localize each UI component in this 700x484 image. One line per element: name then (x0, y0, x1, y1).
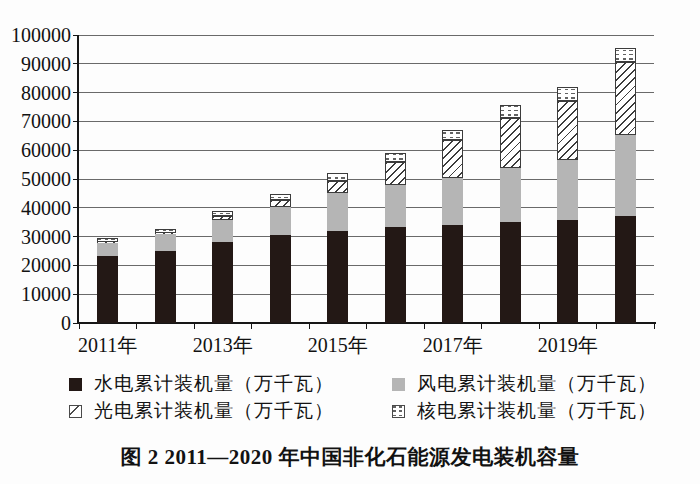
legend-swatch-nuclear-icon (392, 405, 405, 418)
legend-item-solar: 光电累计装机量（万千瓦） (69, 400, 334, 422)
legend-swatch-wind-icon (392, 378, 405, 391)
chart-legend: 水电累计装机量（万千瓦） 风电累计装机量（万千瓦） 光电累计装机量（万千瓦） 核电累计… (0, 0, 700, 484)
legend-swatch-solar-icon (69, 405, 82, 418)
legend-label-nuclear: 核电累计装机量（万千瓦） (417, 400, 657, 422)
legend-item-wind: 风电累计装机量（万千瓦） (392, 373, 657, 395)
figure-caption: 图 2 2011—2020 年中国非化石能源发电装机容量 (0, 443, 700, 471)
legend-swatch-hydro-icon (69, 378, 82, 391)
legend-label-solar: 光电累计装机量（万千瓦） (94, 400, 334, 422)
legend-item-hydro: 水电累计装机量（万千瓦） (69, 373, 334, 395)
legend-item-nuclear: 核电累计装机量（万千瓦） (392, 400, 657, 422)
legend-label-wind: 风电累计装机量（万千瓦） (417, 373, 657, 395)
figure-page: 0100002000030000400005000060000700008000… (0, 0, 700, 484)
legend-label-hydro: 水电累计装机量（万千瓦） (94, 373, 334, 395)
